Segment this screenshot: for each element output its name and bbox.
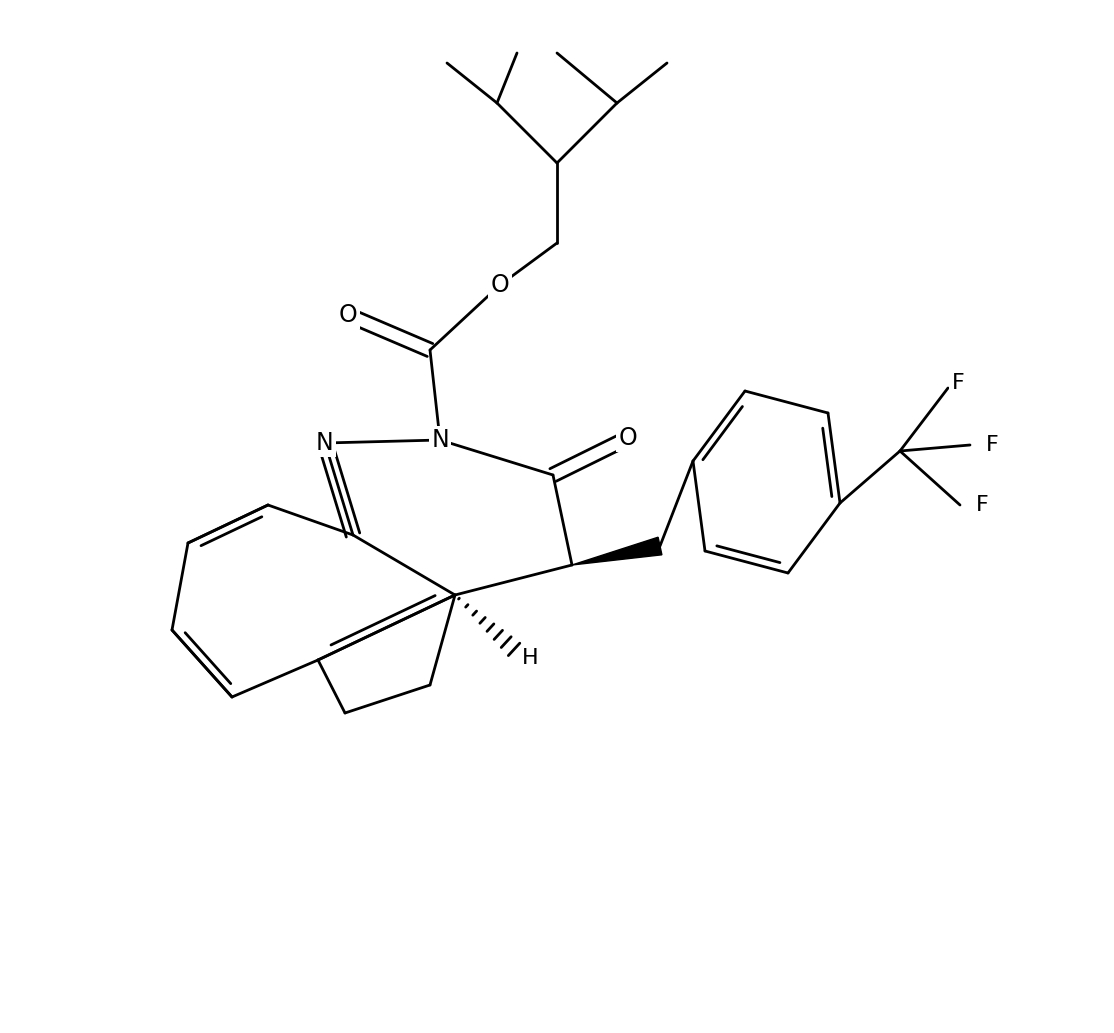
Text: O: O	[618, 426, 637, 450]
Text: O: O	[339, 303, 358, 327]
Text: F: F	[951, 373, 965, 393]
Text: N: N	[316, 431, 334, 455]
Text: F: F	[986, 435, 998, 455]
Text: H: H	[521, 648, 538, 668]
Text: O: O	[490, 273, 509, 298]
Text: N: N	[431, 428, 449, 452]
Text: F: F	[976, 495, 988, 515]
Polygon shape	[571, 537, 662, 565]
